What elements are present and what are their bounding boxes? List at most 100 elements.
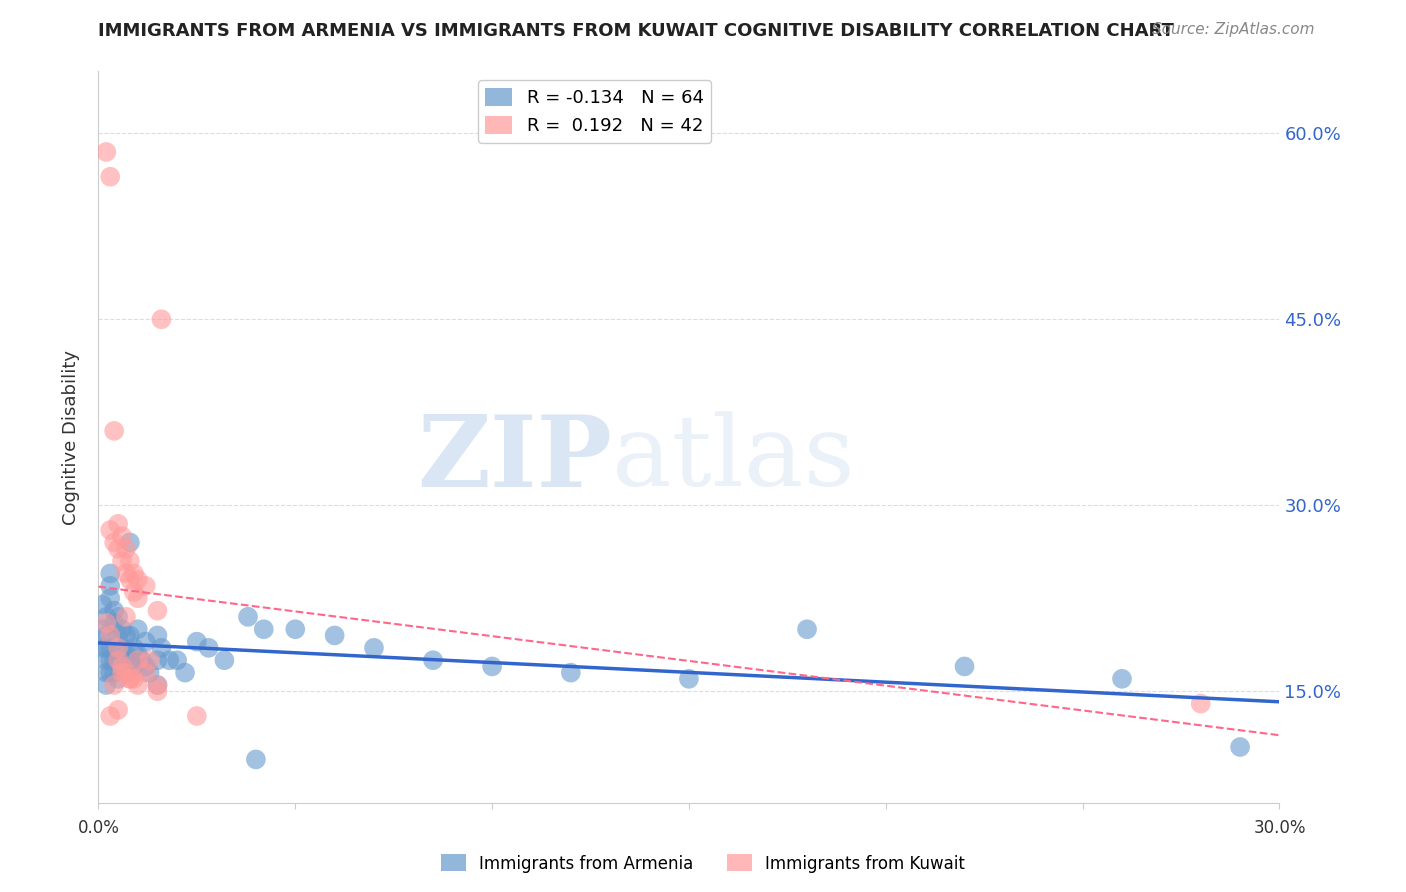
Point: [98, 579, 121, 593]
Point: [96, 610, 118, 624]
Point: [245, 752, 267, 766]
Point: [560, 665, 582, 680]
Point: [118, 535, 141, 549]
Point: [98, 640, 121, 655]
Point: [1189, 697, 1212, 711]
Point: [91, 640, 114, 655]
Point: [98, 653, 121, 667]
Point: [107, 640, 129, 655]
Point: [127, 653, 149, 667]
Point: [107, 703, 129, 717]
Point: [146, 653, 169, 667]
Point: [96, 653, 118, 667]
Point: [122, 585, 145, 599]
Point: [127, 622, 149, 636]
Point: [103, 678, 125, 692]
Point: [146, 678, 169, 692]
Point: [186, 634, 208, 648]
Point: [107, 628, 129, 642]
Point: [111, 622, 134, 636]
Point: [96, 678, 118, 692]
Point: [127, 573, 149, 587]
Text: ZIP: ZIP: [418, 410, 612, 508]
Point: [118, 573, 141, 587]
Point: [150, 640, 173, 655]
Point: [98, 628, 121, 642]
Point: [103, 615, 125, 630]
Point: [107, 672, 129, 686]
Point: [96, 640, 118, 655]
Point: [422, 653, 444, 667]
Point: [122, 659, 145, 673]
Point: [111, 659, 134, 673]
Point: [98, 591, 121, 606]
Point: [166, 653, 188, 667]
Point: [96, 628, 118, 642]
Point: [107, 653, 129, 667]
Point: [138, 653, 160, 667]
Point: [103, 535, 125, 549]
Point: [98, 709, 121, 723]
Point: [678, 672, 700, 686]
Point: [103, 653, 125, 667]
Text: atlas: atlas: [612, 411, 855, 507]
Point: [1111, 672, 1133, 686]
Point: [131, 653, 153, 667]
Y-axis label: Cognitive Disability: Cognitive Disability: [62, 350, 80, 524]
Point: [107, 653, 129, 667]
Point: [103, 424, 125, 438]
Point: [214, 653, 236, 667]
Point: [103, 604, 125, 618]
Point: [96, 145, 118, 159]
Point: [96, 615, 118, 630]
Point: [481, 659, 503, 673]
Point: [115, 610, 138, 624]
Point: [253, 622, 276, 636]
Text: IMMIGRANTS FROM ARMENIA VS IMMIGRANTS FROM KUWAIT COGNITIVE DISABILITY CORRELATI: IMMIGRANTS FROM ARMENIA VS IMMIGRANTS FR…: [98, 22, 1174, 40]
Point: [91, 598, 114, 612]
Point: [115, 647, 138, 661]
Point: [127, 678, 149, 692]
Point: [107, 516, 129, 531]
Point: [98, 566, 121, 581]
Point: [115, 665, 138, 680]
Point: [111, 640, 134, 655]
Point: [135, 659, 157, 673]
Legend: Immigrants from Armenia, Immigrants from Kuwait: Immigrants from Armenia, Immigrants from…: [434, 847, 972, 880]
Point: [96, 665, 118, 680]
Point: [284, 622, 307, 636]
Point: [122, 566, 145, 581]
Point: [796, 622, 818, 636]
Point: [236, 610, 259, 624]
Point: [135, 634, 157, 648]
Point: [91, 622, 114, 636]
Point: [146, 684, 169, 698]
Point: [98, 523, 121, 537]
Point: [122, 640, 145, 655]
Point: [174, 665, 197, 680]
Point: [197, 640, 219, 655]
Point: [135, 579, 157, 593]
Point: [138, 665, 160, 680]
Point: [98, 665, 121, 680]
Point: [127, 647, 149, 661]
Point: [107, 610, 129, 624]
Point: [122, 672, 145, 686]
Point: [115, 541, 138, 556]
Point: [157, 653, 180, 667]
Point: [323, 628, 346, 642]
Point: [150, 312, 173, 326]
Point: [953, 659, 976, 673]
Point: [146, 678, 169, 692]
Point: [103, 665, 125, 680]
Point: [1229, 739, 1251, 754]
Point: [146, 628, 169, 642]
Point: [146, 604, 169, 618]
Point: [118, 653, 141, 667]
Point: [111, 529, 134, 543]
Legend: R = -0.134   N = 64, R =  0.192   N = 42: R = -0.134 N = 64, R = 0.192 N = 42: [478, 80, 711, 143]
Point: [135, 665, 157, 680]
Text: Source: ZipAtlas.com: Source: ZipAtlas.com: [1152, 22, 1315, 37]
Point: [118, 628, 141, 642]
Point: [363, 640, 385, 655]
